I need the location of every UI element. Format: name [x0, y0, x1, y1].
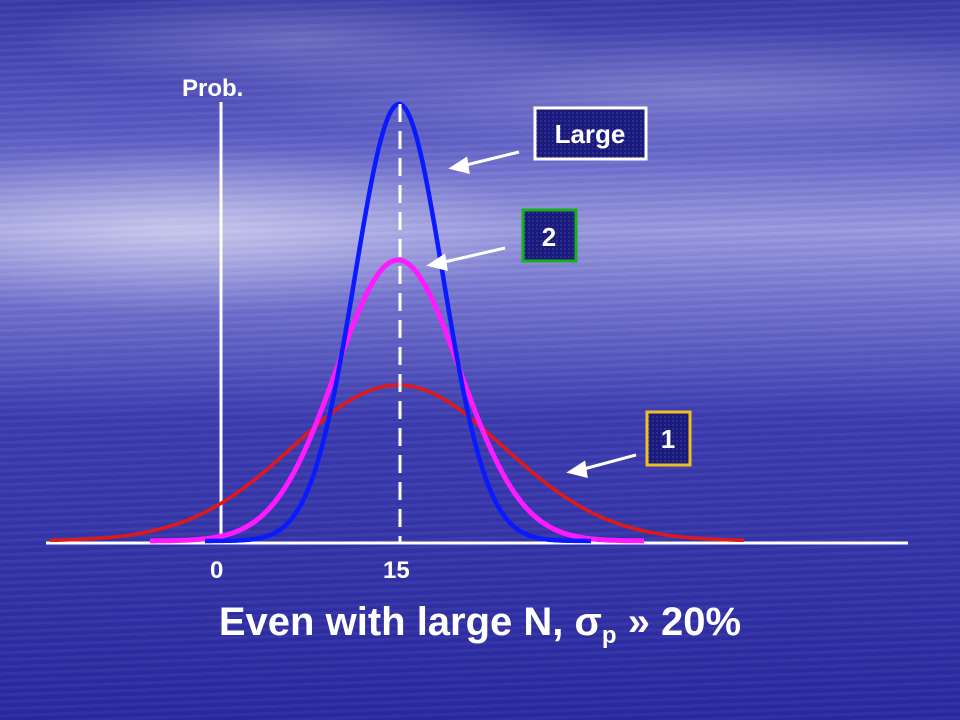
sigma-symbol: σ: [574, 600, 602, 644]
arrow-large: [448, 150, 520, 175]
curve-1: [49, 383, 744, 543]
curve-large: [205, 101, 591, 544]
label-box-large: Large: [533, 106, 648, 161]
arrow-1: [566, 453, 637, 479]
sigma-subscript: p: [601, 622, 617, 649]
curve-2: [150, 257, 644, 544]
label-2-text: 2: [542, 222, 556, 252]
x-tick-label-15: 15: [383, 557, 410, 584]
y-axis-label: Prob.: [182, 75, 243, 102]
caption-suffix: » 20%: [616, 600, 742, 644]
x-tick-label-0: 0: [210, 557, 223, 584]
label-box-2: 2: [521, 208, 578, 263]
caption: Even with large N, σp » 20%: [0, 600, 960, 650]
caption-prefix: Even with large N,: [218, 600, 575, 644]
label-box-1: 1: [645, 410, 692, 467]
label-1-text: 1: [661, 424, 675, 454]
label-large-text: Large: [555, 119, 626, 149]
arrow-2: [426, 246, 506, 272]
